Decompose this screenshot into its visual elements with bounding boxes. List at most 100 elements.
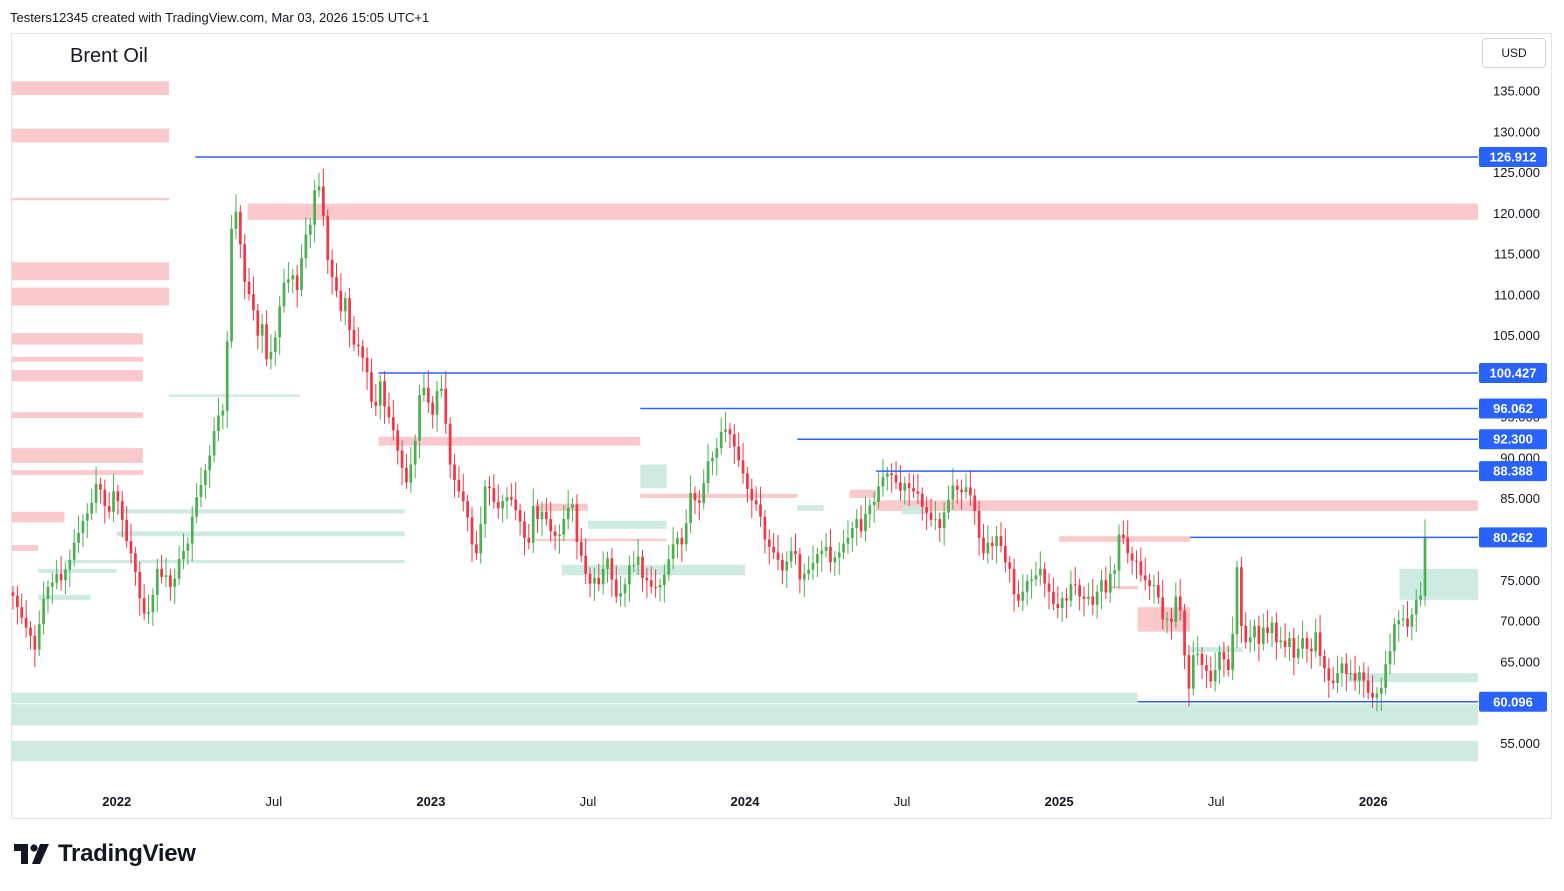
candle-body [151, 594, 155, 613]
bear-candle [894, 461, 898, 489]
candle-body [553, 531, 557, 537]
candle-body [794, 550, 797, 555]
price-level-badge: 60.096 [1479, 691, 1547, 712]
candle-body [912, 488, 915, 492]
candle-body [1143, 575, 1147, 581]
candle-body [514, 499, 518, 511]
candle-body [1060, 598, 1064, 608]
candle-body [1231, 634, 1235, 670]
bear-candle [732, 424, 736, 465]
bull-candle [1095, 585, 1099, 619]
candle-body [645, 577, 649, 581]
bear-candle [614, 565, 618, 604]
candle-body [606, 558, 609, 569]
candle-body [405, 467, 408, 483]
bull-candle [291, 268, 295, 294]
bull-candle [658, 578, 662, 602]
candle-body [470, 517, 474, 545]
candle-body [444, 388, 448, 424]
bear-candle [1406, 601, 1409, 637]
candle-body [523, 521, 526, 538]
bear-candle [339, 273, 343, 322]
bull-candle [1423, 519, 1427, 606]
candle-body [737, 446, 741, 461]
bull-candle [173, 568, 177, 605]
bear-candle [509, 483, 513, 507]
candle-body [282, 282, 286, 307]
supply-zone [12, 412, 143, 419]
badge-bg [1479, 147, 1547, 168]
candle-body [1323, 656, 1326, 669]
bull-candle [418, 384, 421, 459]
supply-zone [247, 203, 1478, 220]
candle-body [676, 537, 679, 545]
bear-candle [238, 205, 242, 259]
bull-candle [868, 498, 872, 529]
bear-candle [1148, 573, 1151, 600]
candle-body [1113, 570, 1116, 574]
bull-candle [881, 459, 885, 497]
demand-zone [1190, 647, 1243, 652]
bear-candle [680, 527, 684, 562]
candle-body [1034, 575, 1038, 580]
bull-candle [1419, 581, 1422, 607]
bull-candle [689, 475, 692, 534]
candle-body [1397, 620, 1401, 625]
candle-body [1257, 625, 1261, 644]
bull-candle [94, 466, 98, 513]
candle-body [531, 506, 535, 543]
bear-candle [1008, 555, 1012, 583]
bear-candle [1275, 612, 1278, 660]
candle-body [885, 473, 889, 477]
candle-body [509, 497, 513, 500]
bear-candle [1104, 566, 1108, 600]
candle-body [169, 575, 172, 587]
bear-candle [103, 479, 107, 524]
candle-body [173, 578, 177, 587]
candle-body [55, 573, 59, 583]
candle-body [120, 501, 124, 520]
candle-body [1336, 673, 1339, 683]
bear-candle [1366, 666, 1370, 700]
candle-body [868, 505, 872, 515]
bull-candle [606, 551, 609, 583]
candle-body [1183, 610, 1186, 656]
bull-candle [724, 411, 727, 443]
candle-body [964, 487, 968, 493]
bear-candle [252, 276, 255, 321]
bull-candle [1253, 619, 1256, 652]
bull-candle [1087, 582, 1090, 606]
bear-candle [584, 538, 588, 584]
candle-body [754, 500, 758, 505]
bull-candle [287, 261, 290, 293]
candle-body [960, 489, 963, 493]
y-tick-label: 65.000 [1500, 654, 1540, 669]
candle-body [1126, 537, 1130, 554]
candle-body [903, 483, 907, 491]
bear-candle [1266, 610, 1269, 644]
bull-candle [864, 496, 867, 542]
bull-candle [151, 588, 155, 626]
candle-body [208, 455, 212, 471]
bear-candle [1309, 638, 1313, 669]
candle-body [706, 461, 710, 484]
candle-body [1288, 638, 1291, 648]
candle-body [1178, 596, 1182, 611]
bear-candle [374, 384, 378, 416]
bull-candle [260, 314, 264, 354]
supply-zone [12, 470, 143, 476]
candle-body [116, 491, 120, 502]
candle-body [479, 523, 483, 554]
candle-body [68, 559, 72, 570]
bull-candle [671, 526, 675, 570]
bull-candle [64, 563, 67, 595]
candle-body [916, 491, 920, 494]
bear-candle [134, 546, 137, 586]
tradingview-brand[interactable]: TradingView [14, 840, 196, 868]
bear-candle [1240, 557, 1243, 644]
bull-candle [1375, 687, 1379, 712]
currency-button[interactable]: USD [1482, 38, 1546, 68]
bear-candle [348, 287, 351, 348]
bear-candle [973, 488, 977, 525]
